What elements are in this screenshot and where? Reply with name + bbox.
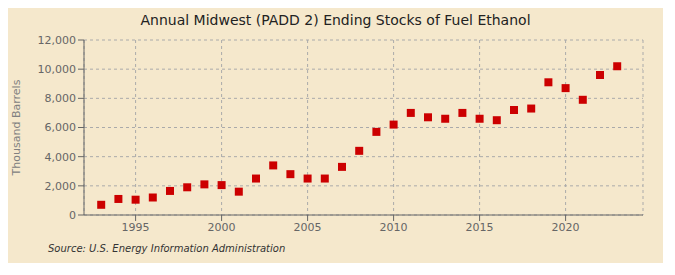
svg-text:8,000: 8,000 <box>45 92 77 105</box>
svg-text:4,000: 4,000 <box>45 151 77 164</box>
svg-text:0: 0 <box>69 209 76 222</box>
html-text:Source: U.S. Energy Informatio: Source: U.S. Energy Information Administ… <box>48 243 286 254</box>
svg-text:2,000: 2,000 <box>45 180 77 193</box>
svg-text:6,000: 6,000 <box>45 121 77 134</box>
svg-text:Thousand Barrels: Thousand Barrels <box>10 79 23 176</box>
svg-text:2015: 2015 <box>466 221 494 234</box>
svg-text:2020: 2020 <box>552 221 580 234</box>
html-text:Annual Midwest (PADD 2) Ending: Annual Midwest (PADD 2) Ending Stocks of… <box>140 12 531 28</box>
svg-text:2010: 2010 <box>380 221 408 234</box>
svg-text:10,000: 10,000 <box>38 63 77 76</box>
svg-text:12,000: 12,000 <box>38 34 77 47</box>
svg-text:2000: 2000 <box>208 221 236 234</box>
svg-text:1995: 1995 <box>122 221 150 234</box>
svg-text:2005: 2005 <box>294 221 322 234</box>
